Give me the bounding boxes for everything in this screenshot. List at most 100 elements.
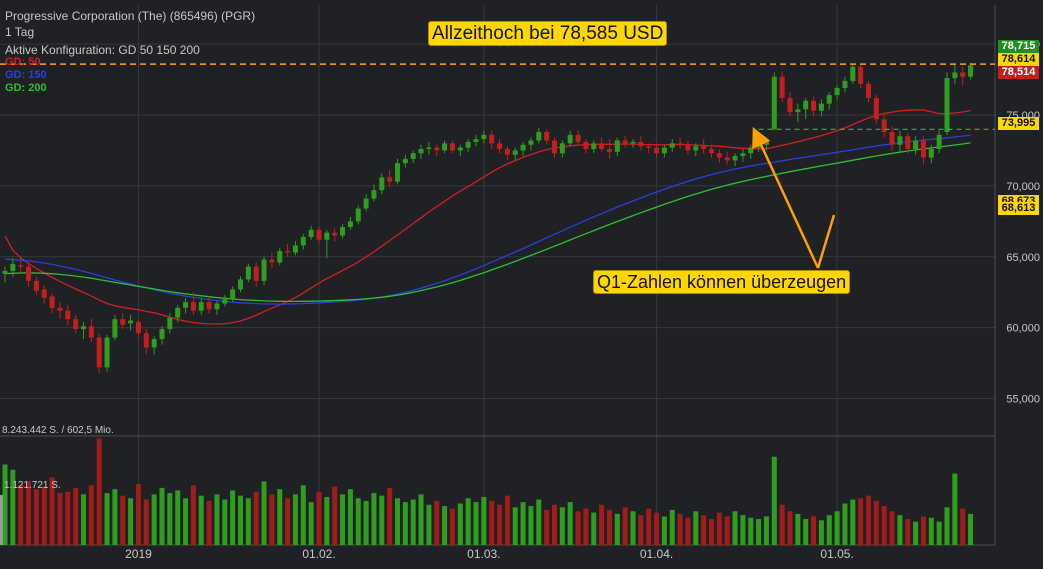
volume-scale-bar	[0, 495, 3, 545]
candle-up	[630, 141, 636, 144]
candle-up	[300, 236, 306, 246]
candle-up	[740, 153, 746, 157]
volume-bar	[379, 495, 385, 545]
volume-bar	[701, 515, 707, 545]
volume-bar	[2, 464, 8, 545]
volume-bar	[183, 498, 189, 545]
volume-bar	[795, 513, 801, 545]
candle-up	[481, 134, 487, 140]
candle-up	[528, 140, 534, 145]
candle-up	[928, 149, 934, 158]
candle-down	[88, 326, 94, 338]
q1-arrow-left	[752, 126, 820, 269]
candle-down	[873, 97, 879, 120]
price-label-ma200: 68,613	[998, 202, 1039, 215]
volume-bar	[347, 489, 353, 545]
volume-bar	[426, 504, 432, 545]
volume-bar	[677, 513, 683, 545]
candle-up	[112, 319, 118, 338]
volume-bar	[520, 502, 526, 545]
volume-bar	[638, 515, 644, 545]
candle-down	[135, 321, 141, 334]
volume-bar	[748, 517, 754, 545]
q1-annotation: Q1-Zahlen können überzeugen	[593, 270, 851, 294]
volume-bar	[465, 498, 471, 545]
candle-down	[33, 280, 39, 291]
candle-down	[552, 140, 557, 154]
volume-bar	[81, 494, 86, 545]
volume-bar	[787, 511, 793, 545]
candle-down	[18, 265, 24, 267]
candle-up	[230, 289, 236, 300]
volume-bar	[685, 517, 691, 545]
candle-up	[167, 317, 173, 330]
volume-bar	[512, 507, 518, 545]
volume-bar	[920, 516, 926, 545]
candle-down	[387, 177, 393, 182]
volume-bar	[277, 489, 283, 545]
volume-bar	[292, 494, 298, 545]
volume-bar	[402, 502, 408, 545]
volume-bar	[583, 508, 589, 545]
volume-bar	[206, 500, 212, 545]
volume-bar	[567, 502, 573, 545]
candle-up	[520, 144, 526, 151]
candles	[2, 62, 974, 374]
candle-down	[332, 232, 338, 236]
candle-down	[638, 141, 644, 147]
candle-up	[834, 88, 840, 96]
candle-up	[198, 302, 204, 311]
annotation-arrows	[752, 126, 836, 269]
candle-down	[190, 302, 196, 311]
candle-up	[292, 245, 298, 253]
volume-bar	[387, 487, 393, 545]
candle-up	[818, 103, 824, 111]
candle-down	[716, 153, 722, 158]
volume-bar	[936, 521, 942, 545]
volume-bar	[410, 499, 416, 545]
candle-up	[159, 329, 165, 340]
candle-up	[395, 163, 400, 182]
volume-bar	[654, 512, 660, 545]
volume-bar	[716, 512, 722, 545]
volume-bar	[630, 511, 636, 545]
candle-up	[473, 139, 479, 142]
candle-down	[65, 310, 71, 320]
volume-bar	[18, 485, 24, 545]
volume-bar	[693, 511, 699, 545]
volume-bar	[33, 489, 39, 545]
candle-up	[850, 66, 856, 81]
candle-up	[842, 80, 848, 89]
volume-bar	[261, 481, 267, 545]
volume-bar	[606, 509, 612, 545]
volume-bar	[826, 515, 832, 545]
candle-up	[277, 251, 283, 263]
candle-up	[661, 147, 667, 154]
volume-bar	[128, 498, 134, 545]
candle-down	[881, 119, 887, 132]
candle-down	[787, 97, 793, 113]
candle-down	[599, 143, 605, 150]
volume-bar	[897, 515, 903, 545]
candle-down	[96, 337, 102, 368]
candle-up	[732, 156, 738, 161]
price-label-high: 78,715	[998, 40, 1039, 53]
volume-bar	[552, 504, 557, 545]
volume-bar	[779, 504, 785, 545]
volume-bar	[473, 502, 479, 545]
volume-bar	[49, 477, 55, 545]
candle-down	[544, 131, 550, 141]
config-label: Aktive Konfiguration: GD 50 150 200	[5, 43, 200, 57]
volume-bar	[968, 513, 974, 545]
price-label-ref: 78,514	[998, 66, 1039, 79]
volume-bar	[308, 502, 314, 545]
volume-bar	[355, 498, 361, 545]
candle-down	[434, 147, 440, 151]
candle-up	[913, 140, 919, 150]
volume-bar	[41, 486, 47, 545]
volume-bar	[599, 504, 605, 545]
candle-down	[41, 289, 47, 298]
candle-down	[606, 149, 612, 152]
